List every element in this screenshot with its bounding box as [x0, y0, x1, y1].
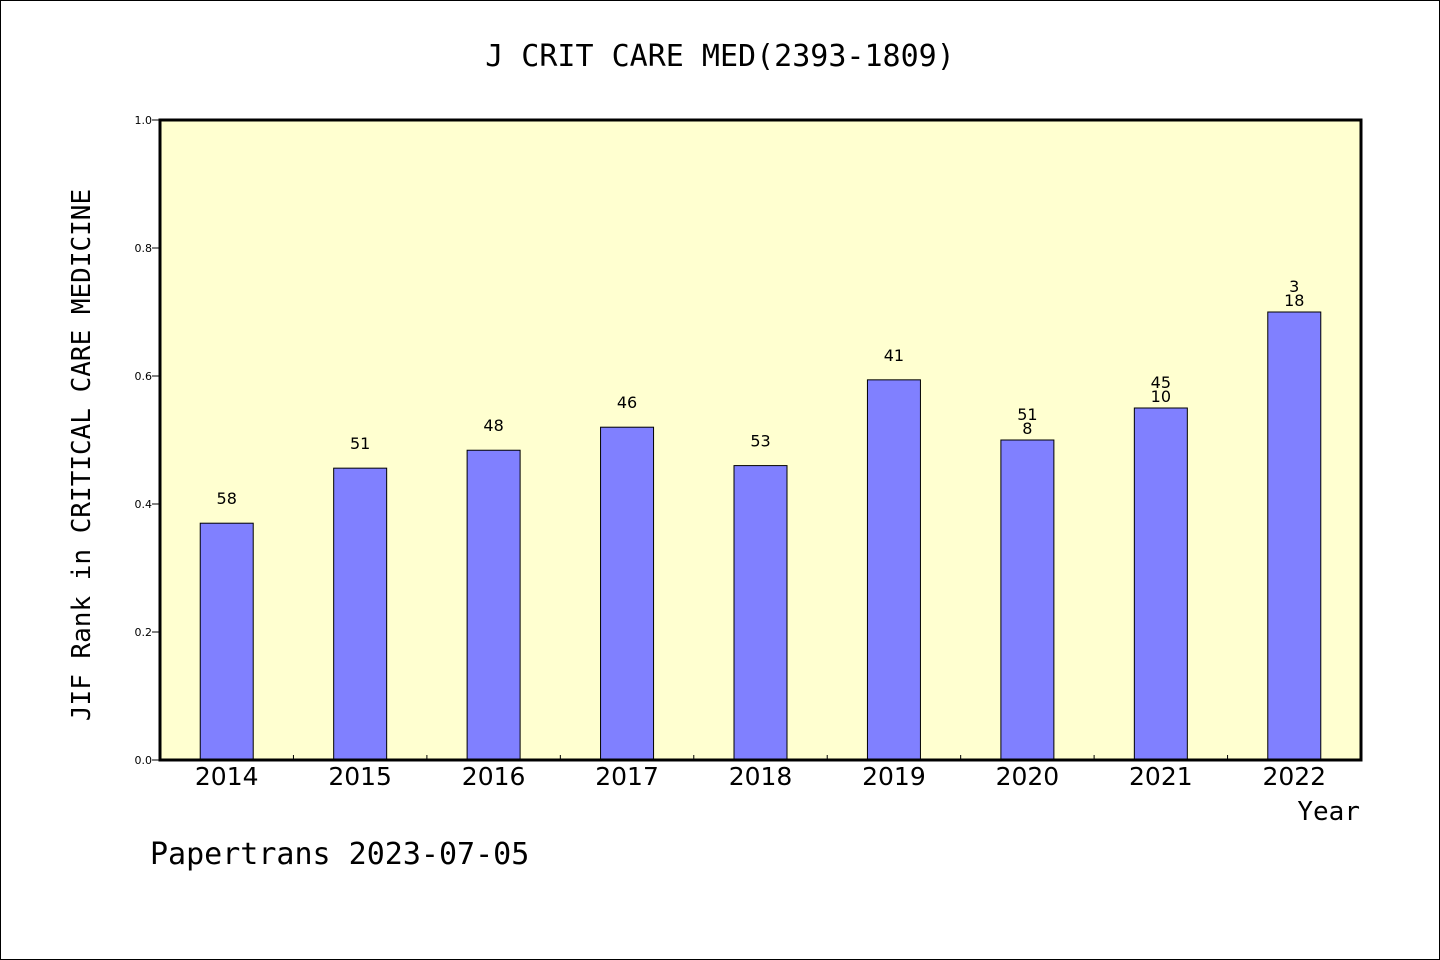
bar-2022: [1267, 311, 1322, 761]
x-tick-label: 2018: [729, 762, 793, 791]
x-tick-label: 2014: [195, 762, 259, 791]
y-tick-label: 0.6: [135, 370, 153, 383]
chart-title: J CRIT CARE MED(2393-1809): [485, 39, 955, 74]
bar-2015: [333, 467, 388, 761]
data-label: 8: [1022, 419, 1032, 438]
bar-2014: [199, 522, 254, 761]
y-tick-label: 0.0: [135, 754, 153, 767]
bar-2020: [1000, 439, 1055, 761]
bar-2016: [466, 449, 521, 761]
data-label: 51: [350, 434, 370, 453]
y-tick-label: 0.4: [135, 498, 153, 511]
x-tick-label: 2021: [1129, 762, 1193, 791]
bar-2021: [1133, 407, 1188, 761]
data-label: 3: [1289, 277, 1299, 296]
x-tick-label: 2015: [328, 762, 392, 791]
y-axis-label: JIF Rank in CRITICAL CARE MEDICINE: [67, 189, 97, 721]
x-tick-label: 2022: [1262, 762, 1326, 791]
x-tick-label: 2019: [862, 762, 926, 791]
data-label: 41: [884, 346, 904, 365]
bar-2019: [866, 379, 921, 761]
data-label: 45: [1151, 373, 1171, 392]
data-label: 58: [217, 489, 237, 508]
data-label: 48: [483, 416, 503, 435]
bar-2017: [600, 426, 655, 761]
x-tick-label: 2017: [595, 762, 659, 791]
x-tick-label: 2016: [462, 762, 526, 791]
data-label: 18: [1284, 291, 1304, 310]
x-tick-label: 2020: [996, 762, 1060, 791]
y-axis: 0.0 0.2 0.4 0.6 0.8 1.0: [135, 114, 160, 767]
bar-2018: [733, 465, 788, 761]
y-tick-label: 1.0: [135, 114, 153, 127]
y-tick-label: 0.2: [135, 626, 153, 639]
x-axis: 2014 2015 2016 2017 2018 2019 2020 2021 2022: [195, 755, 1326, 791]
data-label: 10: [1151, 387, 1171, 406]
x-axis-label: Year: [1297, 797, 1360, 827]
data-label: 53: [750, 432, 770, 451]
data-label: 46: [617, 393, 637, 412]
y-tick-label: 0.8: [135, 242, 153, 255]
plot-border: [158, 118, 1363, 762]
data-label: 51: [1017, 405, 1037, 424]
footer-text: Papertrans 2023-07-05: [150, 837, 529, 872]
